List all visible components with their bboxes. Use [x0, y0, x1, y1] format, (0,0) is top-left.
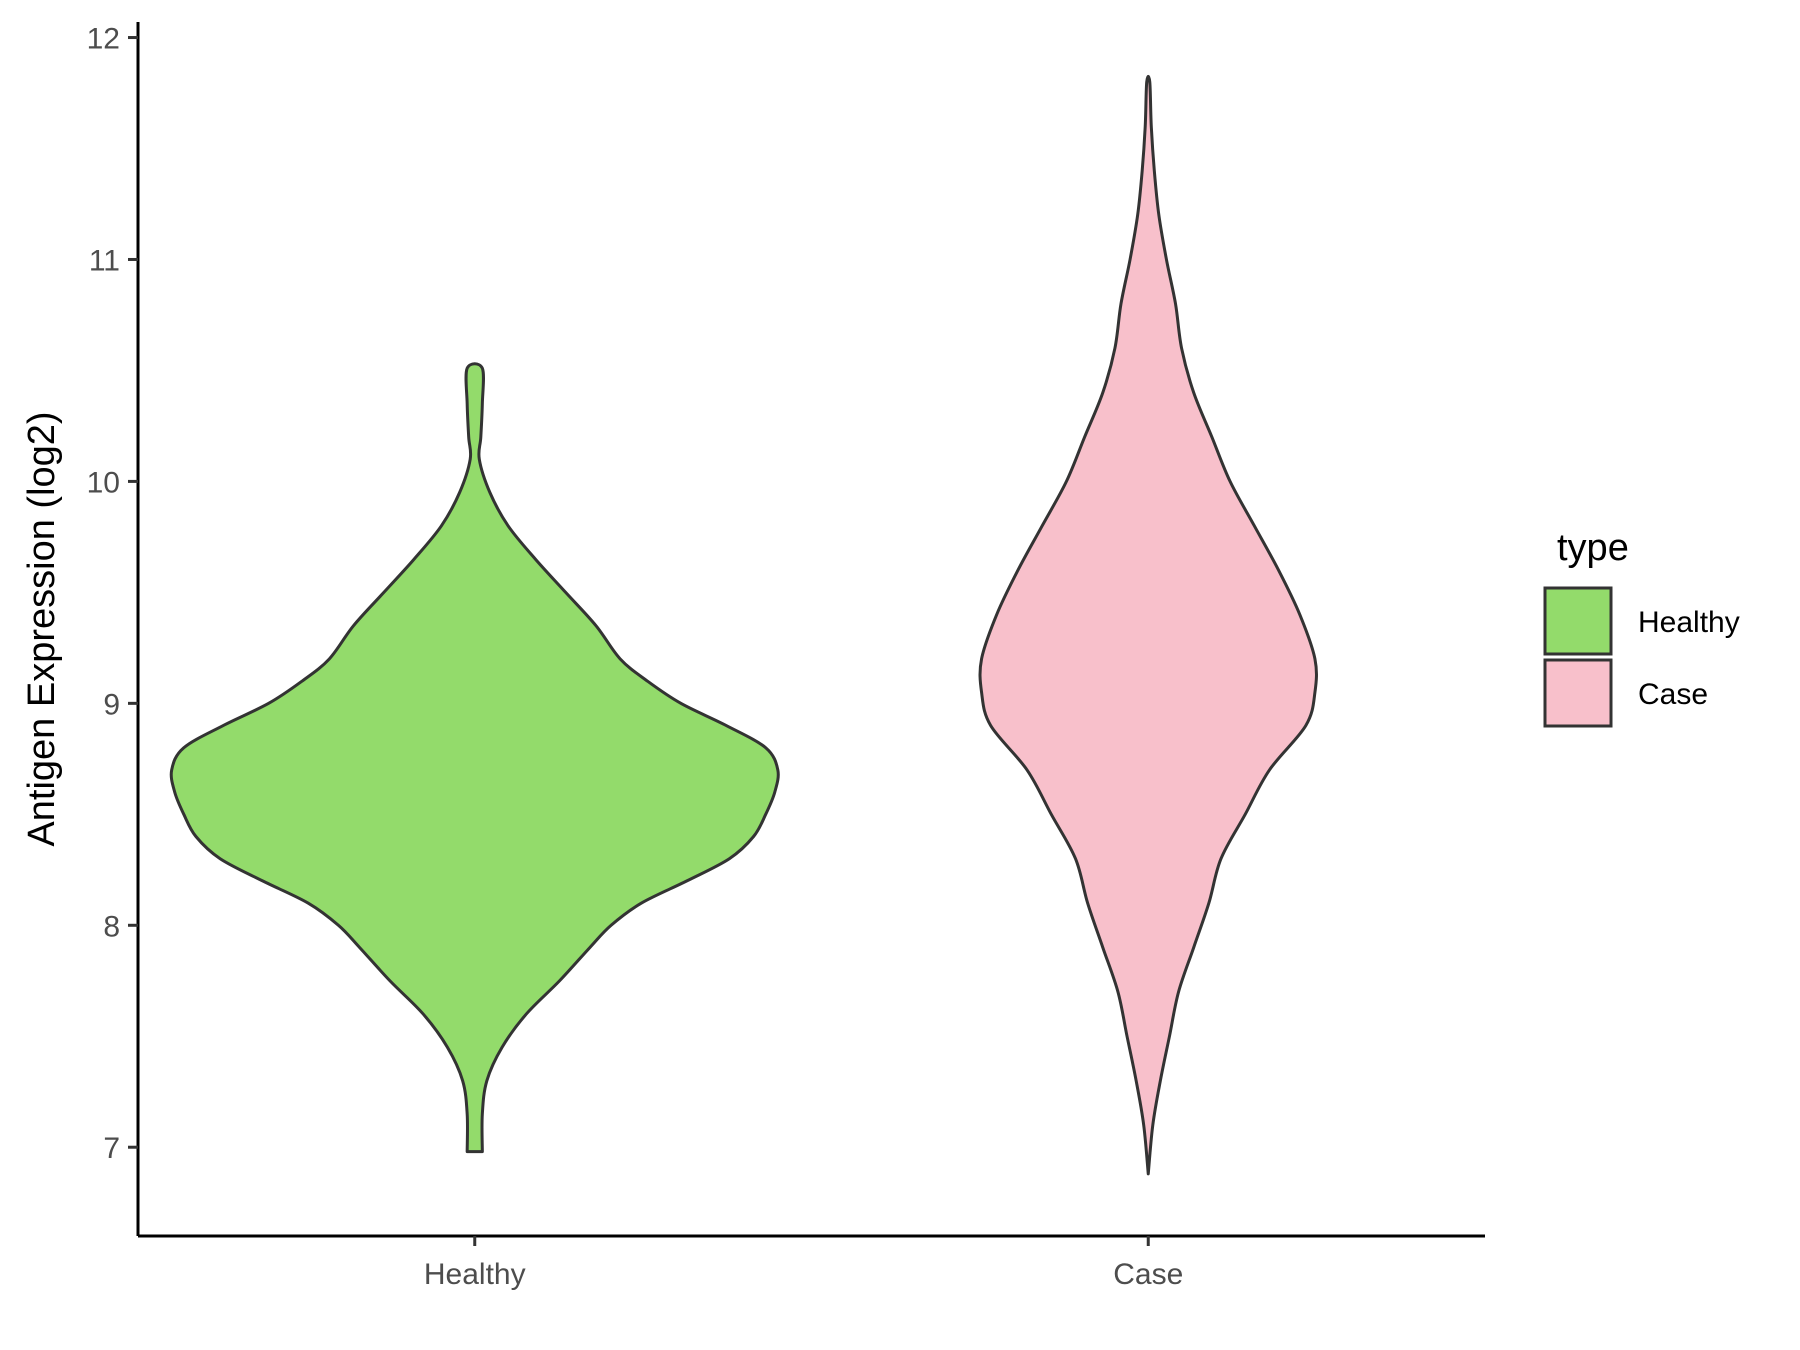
legend-items: Healthy Case: [1543, 586, 1740, 728]
y-tick-label: 10: [87, 466, 120, 499]
y-axis-title: Antigen Expression (log2): [21, 411, 63, 846]
x-tick-label: Healthy: [424, 1258, 526, 1291]
legend-label: Healthy: [1638, 606, 1740, 639]
y-tick-label: 11: [89, 244, 120, 277]
legend-key-healthy: [1543, 586, 1613, 656]
x-ticks: Healthy Case: [424, 1236, 1183, 1291]
violin-case: [978, 74, 1318, 1176]
legend-label: Case: [1638, 678, 1708, 711]
y-tick-label: 8: [103, 910, 120, 943]
legend-key-case: [1543, 658, 1613, 728]
y-tick-label: 9: [103, 688, 120, 721]
violin-healthy: [169, 362, 780, 1154]
y-ticks: 7 8 9 10 11 12: [87, 23, 138, 1165]
violins-group: [169, 74, 1318, 1176]
x-tick-label: Case: [1113, 1258, 1183, 1291]
legend: type Healthy Case: [1543, 527, 1740, 728]
axes-group: 7 8 9 10 11 12 Healthy Case: [87, 22, 1485, 1291]
y-tick-label: 12: [87, 23, 120, 56]
legend-title: type: [1557, 527, 1629, 569]
y-tick-label: 7: [103, 1132, 120, 1165]
